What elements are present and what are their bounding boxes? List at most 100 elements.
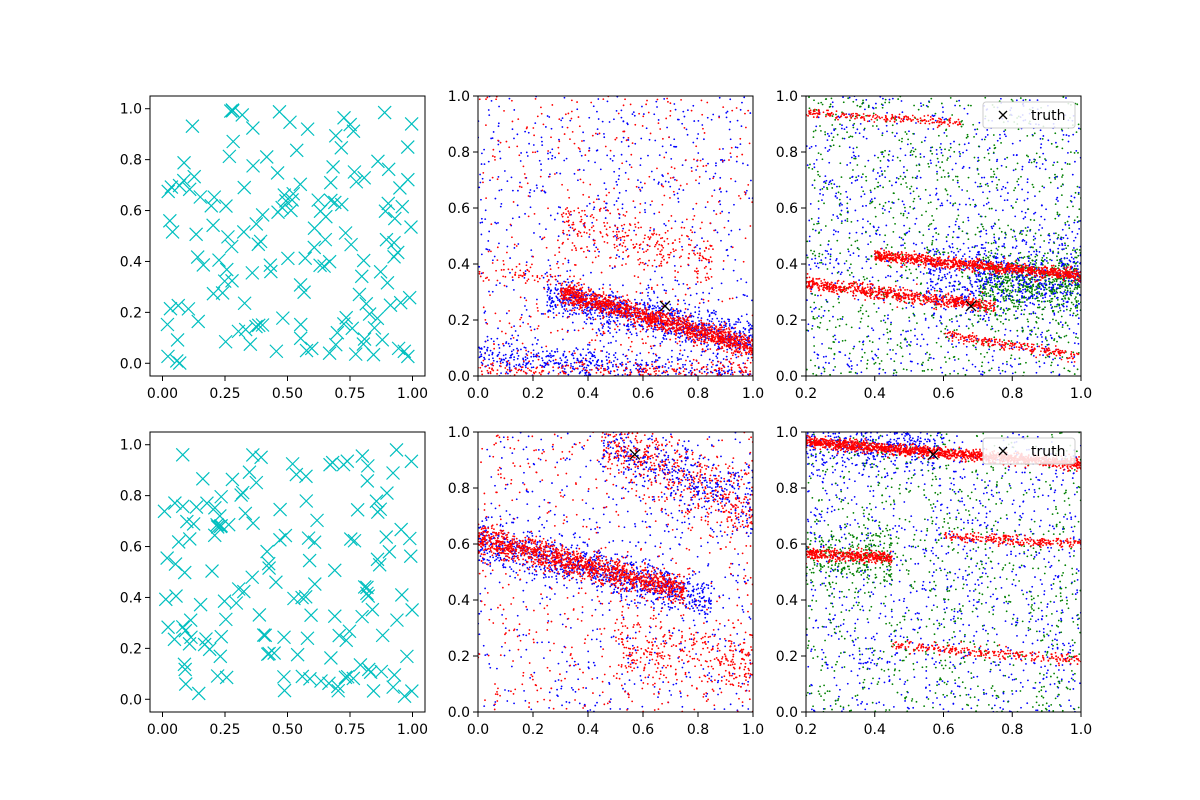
- red-band-dot: [567, 229, 570, 232]
- blue-band-dot: [564, 361, 567, 364]
- red-band-dot: [696, 336, 698, 339]
- blue-dot: [495, 284, 498, 287]
- blue-dot: [689, 312, 692, 315]
- red-band-dot: [679, 372, 682, 375]
- blue-dot: [491, 290, 494, 293]
- blue-band-dot: [614, 356, 617, 359]
- blue-band-dot: [726, 395, 728, 397]
- blue-dot: [696, 137, 699, 140]
- cyan-x-marker: [218, 334, 233, 349]
- red-band-dot: [535, 367, 538, 370]
- red-dot: [521, 342, 524, 345]
- blue-band-dot: [741, 382, 743, 384]
- blue-dot: [497, 343, 500, 346]
- blue-dot: [869, 200, 872, 202]
- red-band-dot: [616, 245, 618, 248]
- blue-band-dot: [585, 366, 588, 369]
- red-band-dot: [701, 367, 703, 369]
- red-band-dot: [568, 213, 571, 216]
- red-band-dot: [727, 334, 730, 337]
- red-band-dot: [540, 370, 543, 373]
- red-band-dot: [655, 314, 658, 316]
- blue-band-dot: [567, 315, 569, 318]
- red-band-dot: [577, 207, 580, 210]
- red-dot: [718, 148, 721, 151]
- red-band-dot: [478, 270, 481, 273]
- red-band-dot: [667, 242, 670, 245]
- red-band-dot: [606, 307, 609, 310]
- blue-band-dot: [530, 366, 533, 369]
- blue-dot: [650, 347, 653, 350]
- blue-band-dot: [656, 301, 659, 304]
- blue-band-dot: [550, 301, 553, 304]
- red-band-dot: [573, 309, 576, 312]
- blue-band-dot: [682, 363, 684, 366]
- blue-band-dot: [625, 325, 628, 327]
- blue-dot: [598, 329, 601, 332]
- blue-dot: [577, 179, 579, 182]
- red-band-dot: [680, 323, 683, 326]
- blue-dot: [632, 111, 635, 114]
- blue-band-dot: [626, 328, 629, 331]
- blue-dot: [598, 250, 600, 253]
- blue-band-dot: [662, 310, 665, 312]
- blue-band-dot: [609, 320, 612, 323]
- red-band-dot: [609, 226, 611, 229]
- red-band-dot: [664, 316, 667, 318]
- blue-band-dot: [635, 363, 638, 366]
- blue-dot: [510, 350, 513, 353]
- cyan-x-marker: [189, 227, 204, 242]
- red-dot: [705, 322, 708, 325]
- red-dot: [665, 117, 668, 120]
- red-band-dot: [482, 280, 485, 282]
- blue-band-dot: [588, 344, 591, 346]
- cyan-x-marker: [275, 311, 290, 326]
- red-band-dot: [696, 252, 699, 255]
- red-dot: [635, 185, 638, 188]
- red-band-dot: [743, 344, 746, 347]
- red-dot: [519, 296, 522, 299]
- blue-band-dot: [507, 372, 509, 375]
- red-band-dot: [581, 301, 583, 304]
- red-band-dot: [533, 279, 536, 282]
- blue-dot: [549, 151, 552, 154]
- red-dot: [653, 370, 656, 373]
- blue-dot: [505, 285, 508, 288]
- blue-band-dot: [588, 294, 591, 297]
- blue-band-dot: [579, 371, 582, 373]
- red-dot: [710, 260, 713, 263]
- blue-dot: [939, 319, 941, 322]
- red-band-dot: [633, 309, 636, 312]
- blue-dot: [622, 227, 625, 230]
- blue-dot: [498, 105, 500, 108]
- red-band-dot: [586, 297, 589, 300]
- blue-dot: [647, 291, 650, 294]
- red-band-dot: [591, 308, 594, 310]
- red-dot: [570, 99, 573, 102]
- red-band-dot: [678, 367, 681, 370]
- blue-band-dot: [566, 310, 569, 313]
- red-dot: [596, 334, 598, 337]
- red-band-dot: [700, 259, 703, 262]
- red-band-dot: [653, 321, 656, 323]
- red-dot: [529, 266, 532, 269]
- blue-band-dot: [565, 361, 568, 364]
- blue-band-dot: [550, 350, 553, 352]
- blue-dot: [603, 132, 605, 135]
- red-band-dot: [610, 306, 613, 308]
- red-dot: [693, 158, 695, 161]
- red-band-dot: [622, 251, 625, 254]
- red-dot: [584, 357, 587, 360]
- red-band-dot: [703, 333, 706, 336]
- red-band-dot: [713, 369, 716, 372]
- blue-dot: [551, 157, 553, 160]
- red-band-dot: [647, 373, 650, 375]
- blue-dot: [683, 299, 685, 302]
- red-band-dot: [638, 370, 641, 373]
- red-band-dot: [692, 338, 695, 341]
- blue-band-dot: [532, 366, 535, 369]
- blue-band-dot: [556, 280, 559, 283]
- blue-band-dot: [685, 378, 687, 380]
- red-dot: [744, 126, 747, 129]
- blue-dot: [637, 186, 640, 189]
